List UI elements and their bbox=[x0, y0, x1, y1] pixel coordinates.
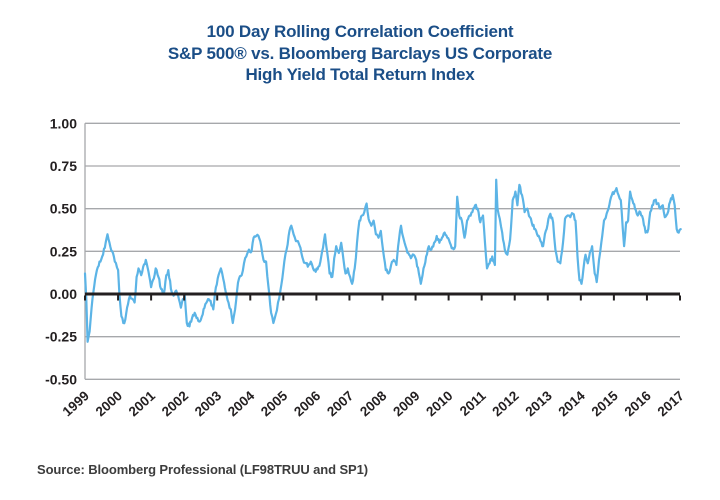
chart-title-line-2: S&P 500® vs. Bloomberg Barclays US Corpo… bbox=[167, 43, 553, 63]
x-tick-label: 2007 bbox=[324, 388, 356, 419]
y-tick-label: 0.75 bbox=[50, 158, 77, 174]
x-tick-label: 2009 bbox=[390, 388, 422, 419]
x-tick-label: 2001 bbox=[126, 388, 159, 420]
x-tick-label: 2002 bbox=[159, 388, 191, 419]
chart-title-line-1: 100 Day Rolling Correlation Coefficient bbox=[206, 22, 514, 41]
x-tick-label: 2015 bbox=[589, 388, 622, 420]
y-tick-label: 1.00 bbox=[50, 115, 77, 131]
chart-title-line-3: High Yield Total Return Index bbox=[245, 65, 475, 84]
x-tick-label: 2000 bbox=[93, 388, 125, 419]
x-tick-label: 2004 bbox=[225, 388, 258, 420]
x-tick-label: 2010 bbox=[423, 388, 455, 419]
x-tick-label: 2013 bbox=[522, 388, 555, 420]
x-tick-label: 2017 bbox=[655, 388, 687, 419]
x-tick-label: 2006 bbox=[291, 388, 324, 420]
source-note: Source: Bloomberg Professional (LF98TRUU… bbox=[37, 462, 368, 477]
y-tick-label: -0.25 bbox=[45, 329, 77, 345]
x-tick-label: 2011 bbox=[457, 388, 489, 419]
x-tick-label: 2014 bbox=[555, 388, 588, 420]
x-tick-label: 1999 bbox=[60, 388, 92, 419]
x-tick-label: 2008 bbox=[357, 388, 390, 420]
y-tick-label: 0.25 bbox=[50, 243, 77, 259]
correlation-line bbox=[83, 178, 682, 343]
y-tick-label: -0.50 bbox=[45, 371, 77, 387]
x-tick-label: 2005 bbox=[258, 388, 291, 420]
x-tick-label: 2016 bbox=[622, 388, 655, 420]
x-tick-label: 2003 bbox=[192, 388, 225, 420]
y-tick-label: 0.00 bbox=[50, 286, 77, 302]
x-tick-label: 2012 bbox=[489, 388, 521, 419]
y-tick-label: 0.50 bbox=[50, 201, 77, 217]
chart-title: 100 Day Rolling Correlation Coefficient … bbox=[0, 21, 720, 86]
